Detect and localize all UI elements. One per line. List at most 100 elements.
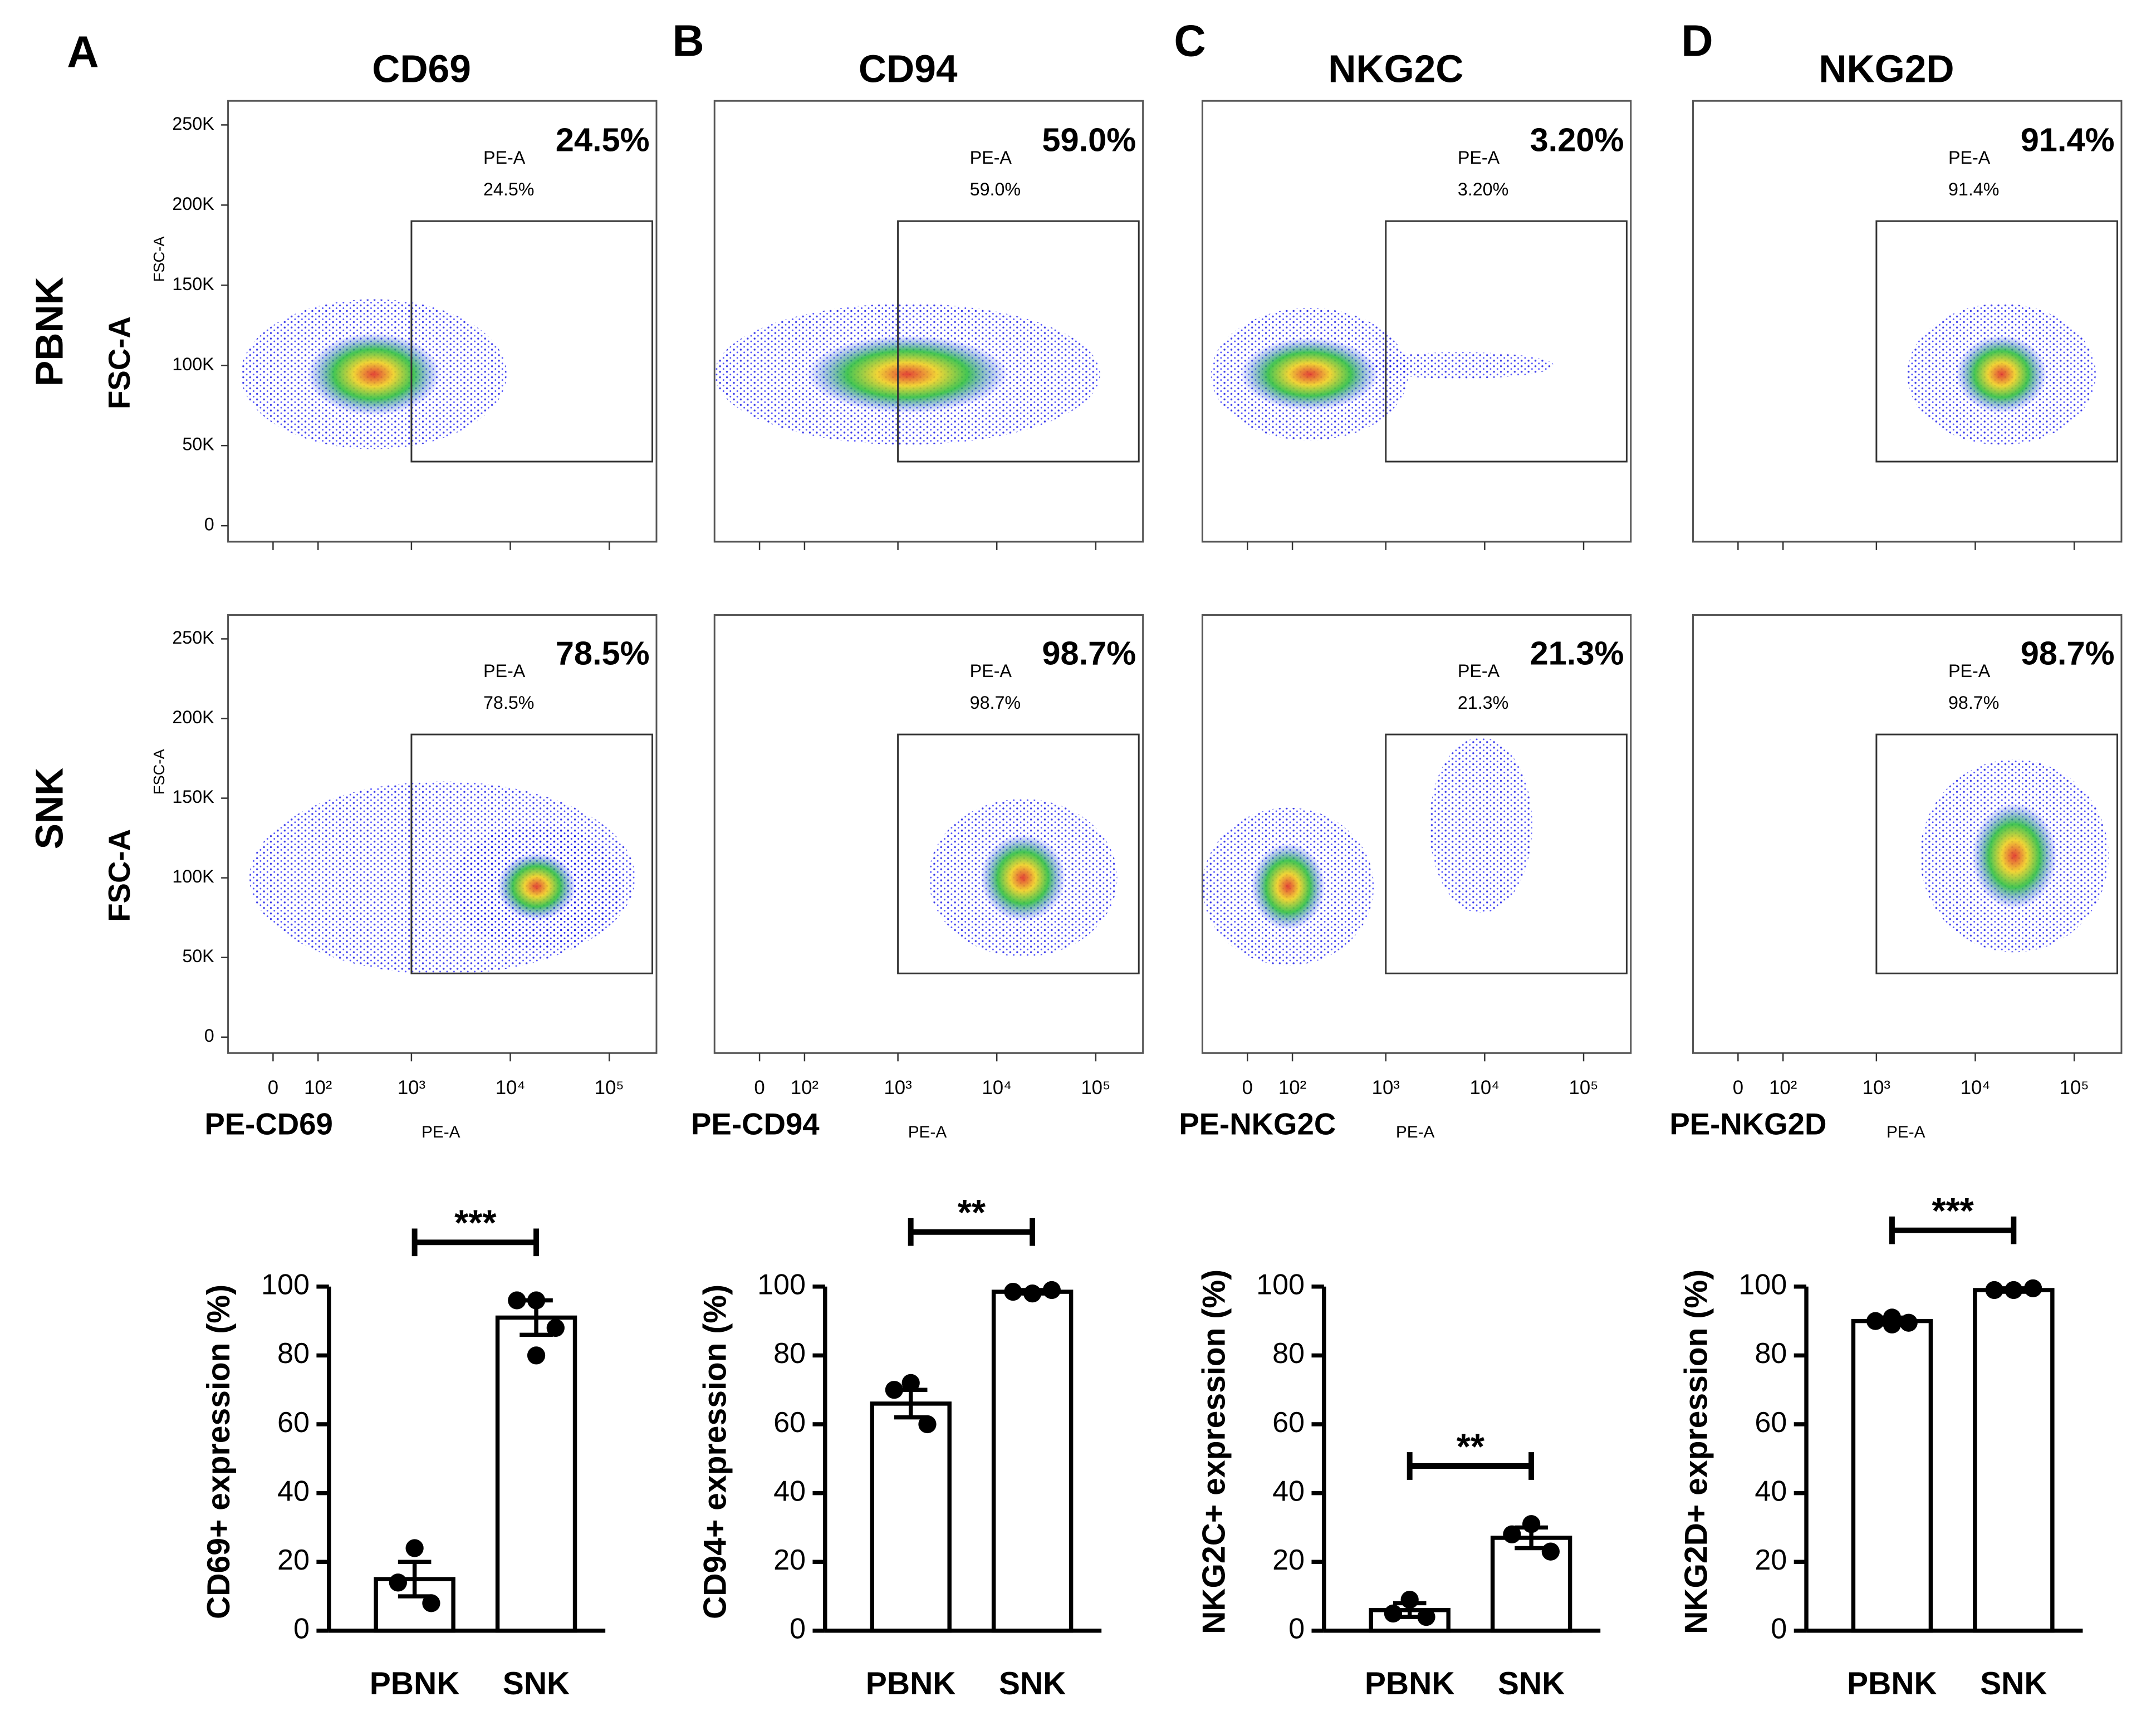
y-tick-label: 60: [773, 1406, 806, 1439]
y-axis-label: CD69+ expression (%): [201, 1284, 237, 1619]
data-point: [1985, 1281, 2003, 1300]
y-tick-label: 20: [773, 1544, 806, 1576]
y-tick-label: 100K: [172, 354, 214, 374]
y-tick-label: 0: [204, 514, 214, 535]
y-tick-label: 0: [790, 1613, 806, 1645]
x-tick-label: 0: [268, 1077, 278, 1099]
gate-name: PE-A: [483, 148, 526, 168]
gate-name: PE-A: [1948, 661, 1991, 681]
panel-label: C: [1174, 16, 1206, 65]
significance: **: [958, 1193, 986, 1233]
plot-frame: [713, 100, 1144, 543]
x-axis-label: PE-NKG2D: [1669, 1107, 1826, 1141]
flow-title: NKG2D: [1819, 47, 1954, 90]
event-density: [497, 852, 576, 920]
y-tick-label: 200K: [172, 707, 214, 727]
y-tick-label: 80: [1755, 1337, 1787, 1370]
data-point: [1866, 1312, 1885, 1330]
y-tick-label: 150K: [172, 787, 214, 807]
event-density: [307, 333, 440, 416]
y-tick-label: 100K: [172, 866, 214, 886]
flow-title: CD94: [859, 47, 958, 90]
x-tick-label: 10⁵: [2060, 1077, 2089, 1099]
x-tick-label: 10²: [1278, 1077, 1306, 1099]
y-tick-label: 60: [1272, 1406, 1305, 1439]
y-tick-label: 100: [1256, 1269, 1305, 1301]
gate-percent-small: 78.5%: [483, 693, 534, 713]
flow-title: CD69: [372, 47, 471, 90]
gate: [1385, 733, 1628, 974]
x-tick-label: 10⁵: [595, 1077, 624, 1099]
y-tick-label: 100: [261, 1269, 310, 1301]
gate-percent-small: 24.5%: [483, 179, 534, 199]
bar: [495, 1315, 577, 1633]
x-tick-label: 10²: [1769, 1077, 1797, 1099]
x-tick-label: SNK: [1980, 1666, 2047, 1702]
y-tick-label: 0: [1771, 1613, 1787, 1645]
gate-percent-small: 59.0%: [970, 179, 1021, 199]
gate: [1875, 733, 2118, 974]
x-tick-label: 10³: [1863, 1077, 1890, 1099]
y-axis-unit: FSC-A: [150, 236, 168, 282]
y-tick-label: 40: [1272, 1475, 1305, 1507]
y-axis-label: NKG2D+ expression (%): [1679, 1269, 1714, 1634]
x-tick-label: 0: [1242, 1077, 1253, 1099]
flow-title: NKG2C: [1328, 47, 1463, 90]
x-tick-label: 10⁵: [1081, 1077, 1110, 1099]
y-tick-label: 40: [773, 1475, 806, 1507]
plot-frame: [227, 614, 658, 1054]
event-density: [1251, 843, 1325, 930]
gate-name: PE-A: [1948, 148, 1991, 168]
row-label: SNK: [28, 768, 71, 850]
gate-percent-small: 21.3%: [1458, 693, 1508, 713]
y-tick-label: 40: [1755, 1475, 1787, 1507]
event-density: [807, 335, 1008, 413]
gate-percent: 78.5%: [556, 634, 650, 671]
significance: **: [1457, 1426, 1485, 1467]
x-tick-label: SNK: [503, 1666, 570, 1702]
gate-percent: 21.3%: [1530, 634, 1624, 671]
gate-percent-small: 3.20%: [1458, 179, 1508, 199]
data-point: [1023, 1284, 1042, 1303]
x-axis-label: PE-CD94: [691, 1107, 820, 1141]
data-point: [546, 1318, 565, 1337]
data-point: [1522, 1515, 1541, 1533]
x-tick-label: SNK: [999, 1666, 1066, 1702]
x-tick-label: 10⁴: [496, 1077, 526, 1099]
gate-name: PE-A: [970, 661, 1012, 681]
y-tick-label: 20: [277, 1544, 310, 1576]
event-cloud: [1365, 352, 1554, 379]
y-tick-label: 20: [1755, 1544, 1787, 1576]
gate-percent: 98.7%: [1042, 634, 1136, 671]
gate: [1875, 220, 2118, 463]
data-point: [1004, 1282, 1022, 1301]
gate-percent: 24.5%: [556, 121, 650, 158]
y-axis-unit: FSC-A: [150, 749, 168, 795]
y-axis-label: FSC-A: [102, 829, 136, 922]
significance: ***: [1932, 1191, 1974, 1231]
x-tick-label: 10⁵: [1569, 1077, 1599, 1099]
data-point: [1899, 1313, 1918, 1332]
plot-frame: [1692, 100, 2123, 543]
panel-label: A: [67, 27, 99, 76]
event-density: [1240, 337, 1379, 411]
data-point: [1883, 1315, 1902, 1333]
bar: [1973, 1288, 2055, 1633]
x-tick-label: 10³: [884, 1077, 912, 1099]
data-point: [1541, 1542, 1560, 1561]
y-tick-label: 200K: [172, 194, 214, 214]
y-tick-label: 250K: [172, 114, 214, 134]
event-density: [981, 834, 1066, 921]
bar: [1369, 1608, 1451, 1633]
gate: [897, 220, 1140, 463]
y-tick-label: 100: [757, 1269, 806, 1301]
gate: [897, 733, 1140, 974]
y-tick-label: 80: [1272, 1337, 1305, 1370]
x-axis-unit: PE-A: [1886, 1123, 1925, 1141]
data-point: [901, 1374, 920, 1392]
x-tick-label: 10²: [304, 1077, 332, 1099]
x-tick-label: 10²: [791, 1077, 819, 1099]
plot-frame: [1692, 614, 2123, 1054]
y-tick-label: 0: [204, 1026, 214, 1046]
